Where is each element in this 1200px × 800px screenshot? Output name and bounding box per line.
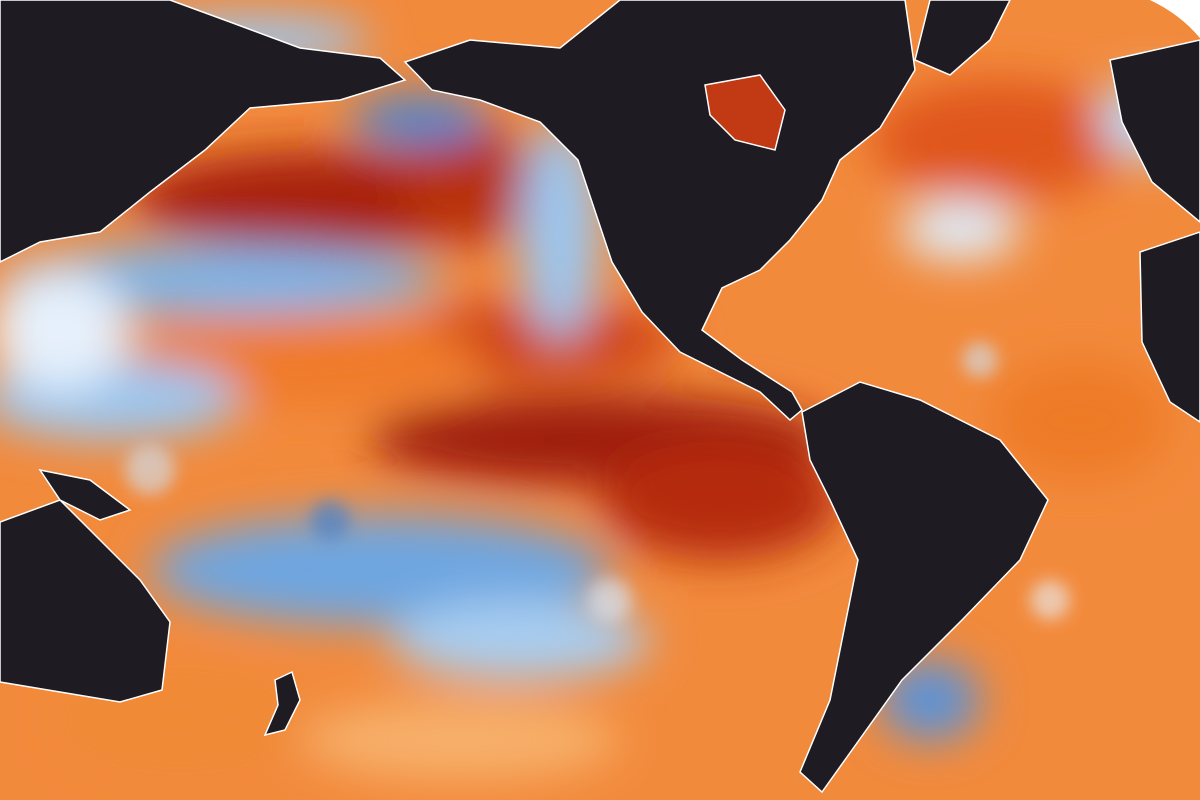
asia [0,0,407,263]
africa [1139,231,1200,423]
north-america [403,0,916,421]
south-america [799,381,1049,794]
new-guinea [38,468,132,521]
australia [0,499,171,703]
hudson-bay [704,74,786,151]
globe-edge [1150,0,1200,38]
anomaly-field [0,15,1200,780]
new-zealand [263,670,301,737]
europe [1109,39,1200,223]
greenland [914,0,1011,76]
